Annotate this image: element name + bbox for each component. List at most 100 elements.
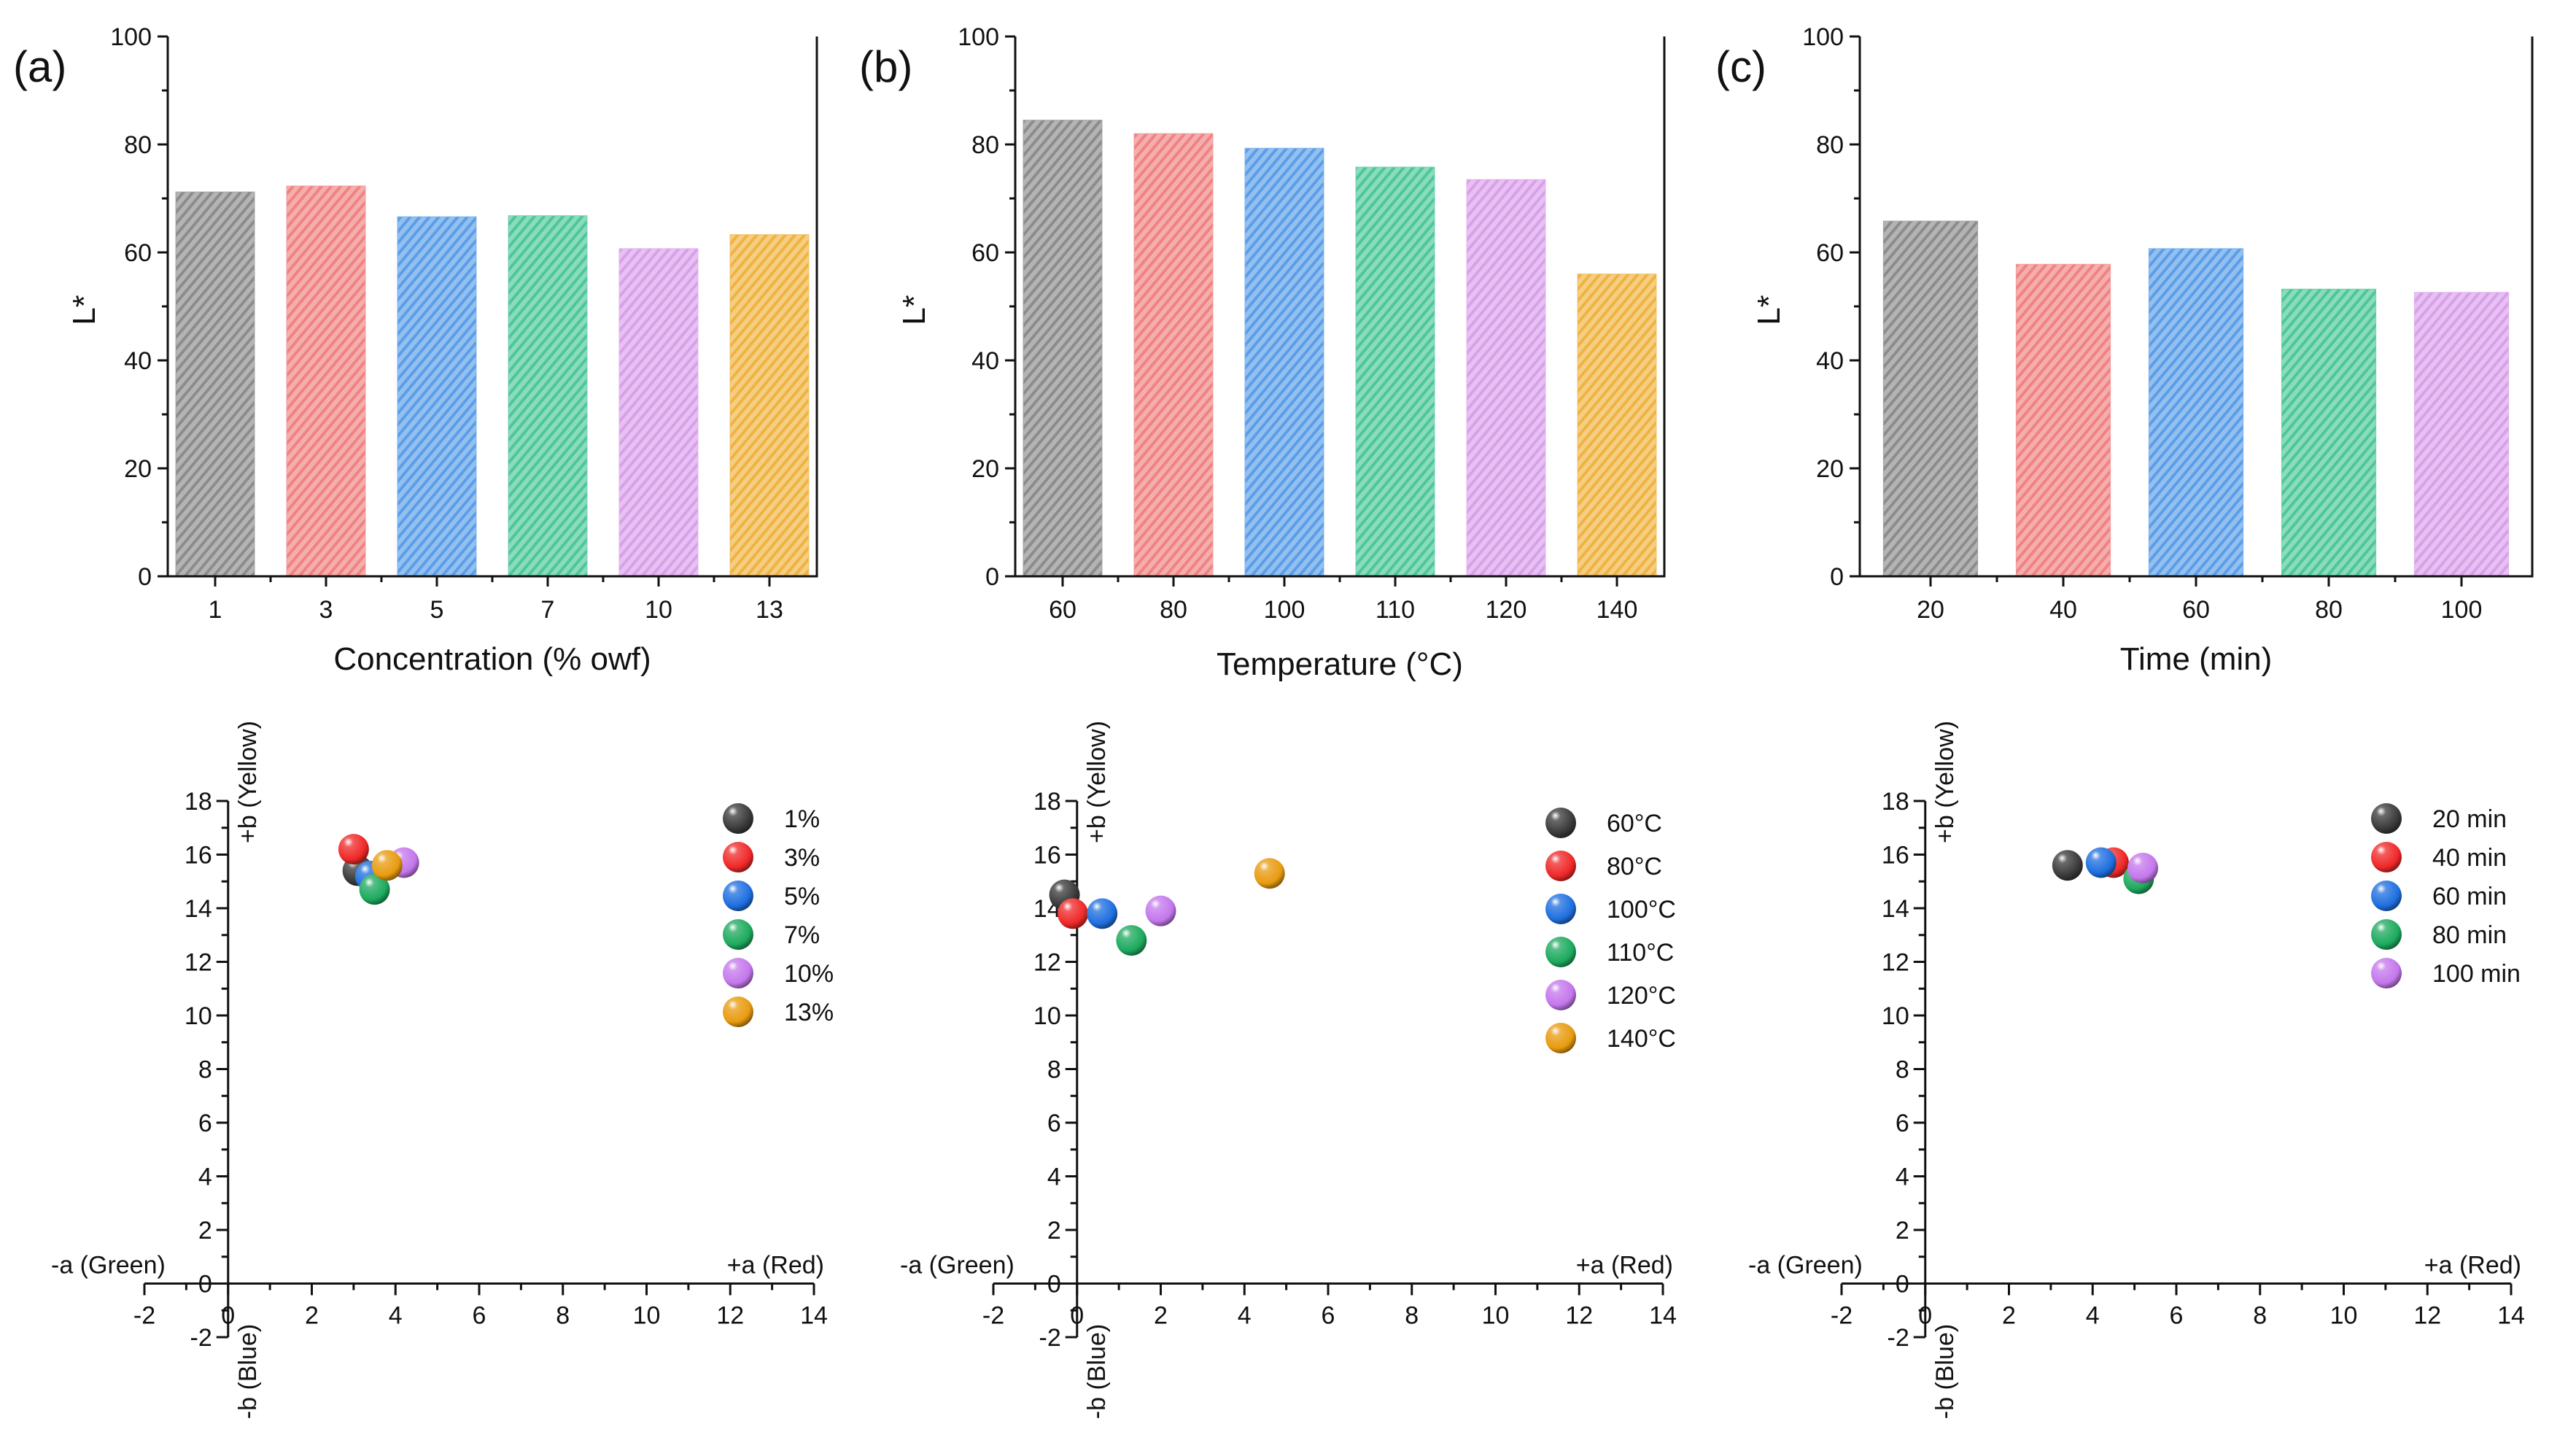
plus-a-label: +a (Red) [2424,1252,2521,1280]
x-tick-label: 80 [1160,596,1187,624]
a-tick-label: 0 [1918,1302,1932,1330]
panel-label: (a) [13,42,66,91]
point-60 min [2085,847,2117,878]
b-tick-label: 10 [185,1002,212,1030]
bar-80 [2281,288,2377,577]
b-tick-label: 0 [1896,1271,1909,1299]
a-tick-label: 4 [2086,1302,2100,1330]
minus-b-label: -b (Blue) [1083,1324,1111,1419]
x-tick-label: 7 [541,596,555,624]
x-axis-label: Time (min) [2120,641,2273,677]
point-20 min [2052,850,2083,881]
b-tick-label: 4 [1047,1164,1061,1191]
legend-marker [2371,803,2402,834]
a-tick-label: 4 [1238,1302,1252,1330]
legend: 1% 3% 5% 7% 10% 13% [723,803,834,1027]
legend-marker [2371,958,2402,988]
x-tick-label: 5 [430,596,444,624]
y-tick-label: 100 [110,23,152,51]
legend-marker [1545,1023,1576,1053]
y-tick-label: 80 [971,131,999,159]
legend-label: 120°C [1607,982,1676,1010]
a-tick-label: 6 [2170,1302,2184,1330]
x-tick-label: 100 [1264,596,1306,624]
y-tick-label: 60 [971,239,999,267]
x-tick-label: 20 [1917,596,1944,624]
b-tick-label: 2 [198,1217,212,1245]
legend-label: 13% [784,999,834,1026]
legend-label: 5% [784,883,820,910]
legend-marker [2371,919,2402,950]
y-tick-label: 0 [985,563,999,591]
legend-marker [1545,937,1576,967]
b-tick-label: 6 [1896,1110,1909,1137]
y-tick-label: 100 [1802,23,1844,51]
b-tick-label: 10 [1033,1002,1061,1030]
b-tick-label: 8 [198,1056,212,1084]
point-100 min [2127,852,2159,883]
y-tick-label: 80 [1816,131,1844,159]
x-tick-label: 10 [645,596,672,624]
y-tick-label: 0 [138,563,152,591]
x-tick-label: 110 [1376,596,1415,624]
legend-label: 80°C [1607,853,1662,881]
y-tick-label: 20 [971,455,999,483]
a-tick-label: 14 [2497,1302,2525,1330]
b-tick-label: 12 [1033,949,1061,977]
a-tick-label: 6 [1322,1302,1335,1330]
panel-label: (b) [859,42,912,91]
b-tick-label: 16 [1882,842,1909,870]
y-tick-label: 60 [124,239,152,267]
y-tick-label: 100 [958,23,999,51]
axes-frame [166,36,818,578]
b-tick-label: 16 [1033,842,1061,870]
a-tick-label: 8 [556,1302,570,1330]
a-tick-label: 10 [1482,1302,1510,1330]
y-tick-label: 40 [1816,347,1844,375]
x-tick-label: 80 [2315,596,2343,624]
x-tick-label: 140 [1597,596,1638,624]
legend-label: 110°C [1607,939,1674,967]
ab-scatter-3: -2 0 2 4 6 8 10 12 14 -2 2 4 6 8 10 12 14 16 18 0 -a (Green)… [1748,721,2525,1419]
b-tick-label: 6 [1047,1110,1061,1137]
b-tick-label: 2 [1896,1217,1909,1245]
y-tick-label: 0 [1830,563,1844,591]
a-tick-label: 10 [2330,1302,2358,1330]
bar-140 [1577,274,1657,577]
legend-marker [2371,842,2402,872]
legend-marker [723,803,753,834]
plus-b-label: +b (Yellow) [1083,721,1111,843]
x-axis-label: Concentration (% owf) [333,641,651,677]
legend-marker [723,919,753,950]
legend-marker [1545,808,1576,838]
a-tick-label: 2 [1154,1302,1168,1330]
a-tick-label: 6 [473,1302,486,1330]
b-tick-label: -2 [1039,1324,1061,1352]
legend-marker [2371,881,2402,911]
bar-10 [618,248,699,577]
plus-a-label: +a (Red) [727,1252,824,1280]
legend-label: 10% [784,960,834,988]
legend-label: 100°C [1607,896,1676,924]
ab-scatter-1: -2 0 2 4 6 8 10 12 14 -2 2 4 6 8 10 12 14 16 18 0 -a (Green)… [51,721,834,1419]
a-tick-label: 2 [2002,1302,2016,1330]
b-tick-label: 4 [1896,1164,1909,1191]
bar-1 [175,191,255,577]
x-tick-label: 60 [1049,596,1076,624]
bar-80 [1133,133,1214,577]
x-tick-label: 13 [756,596,783,624]
bar-chart-2: 0 20 40 60 80 100 60 80 100 110 120 140 Temperature … [859,23,1666,682]
a-tick-label: -2 [982,1302,1004,1330]
legend-marker [1545,980,1576,1010]
legend-marker [1545,851,1576,881]
x-tick-label: 3 [319,596,333,624]
b-tick-label: 18 [1033,788,1061,816]
legend-marker [723,881,753,911]
legend-label: 1% [784,805,820,833]
b-tick-label: -2 [1888,1324,1909,1352]
point-80°C [1058,898,1089,929]
b-tick-label: 18 [185,788,212,816]
b-tick-label: 4 [198,1164,212,1191]
a-tick-label: -2 [133,1302,155,1330]
y-tick-label: 60 [1816,239,1844,267]
